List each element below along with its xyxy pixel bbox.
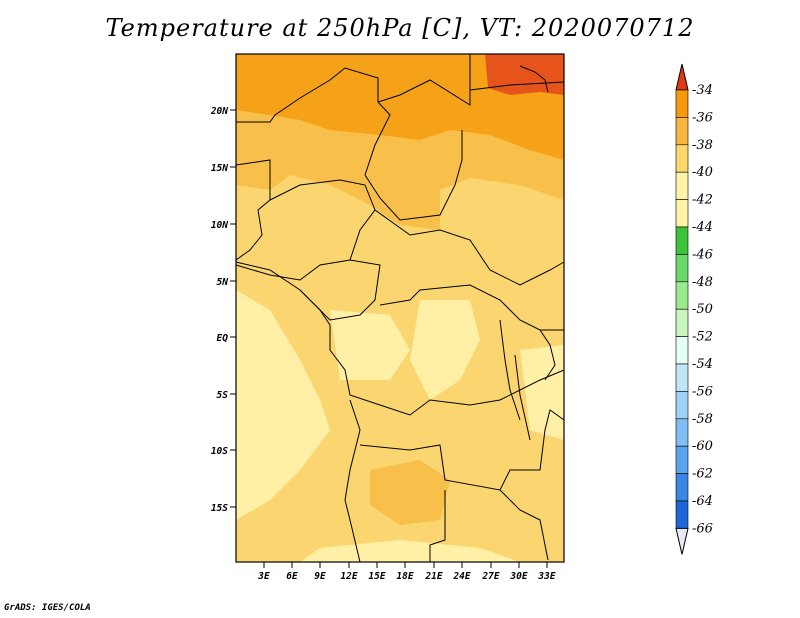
field-band-36 [236, 54, 564, 160]
lon-label: 9E [314, 571, 326, 582]
colorbar-segment [675, 336, 689, 365]
colorbar-label: -38 [692, 138, 713, 153]
map-panel: 20N 15N 10N 5N EQ 5S 10S 15S 3E 6E 9E 12… [210, 53, 565, 582]
lat-label: 5N [217, 277, 229, 288]
field-band-42-west [236, 290, 330, 520]
colorbar-segment [675, 226, 689, 255]
lat-label: 15S [211, 503, 228, 514]
colorbar-segment [675, 254, 689, 283]
colorbar-segment [675, 500, 689, 529]
grads-credit: GrADS: IGES/COLA [4, 603, 91, 613]
lon-label: 12E [340, 571, 357, 582]
colorbar-label: -46 [692, 247, 713, 262]
colorbar-label: -62 [692, 467, 713, 482]
lon-labels: 3E 6E 9E 12E 15E 18E 21E 24E 27E 30E 33E [257, 571, 556, 582]
lon-label: 30E [509, 571, 527, 582]
lat-label: 10N [211, 220, 228, 231]
colorbar-label: -64 [692, 494, 713, 509]
colorbar-segment [675, 418, 689, 447]
field-band-34 [485, 54, 564, 95]
lat-labels: 20N 15N 10N 5N EQ 5S 10S 15S [210, 106, 228, 514]
lat-label: EQ [217, 333, 229, 344]
colorbar-label: -56 [692, 384, 713, 399]
colorbar-segment [675, 199, 689, 228]
field-band-42-east [410, 300, 480, 400]
colorbar-label: -54 [692, 357, 713, 372]
colorbar-top-arrow [675, 63, 689, 91]
colorbar: -34 -36 -38 -40 -42 -44 -46 -48 -50 -52 -54 -56 -58 -… [675, 63, 713, 555]
colorbar-label: -48 [692, 275, 713, 290]
colorbar-segment [675, 363, 689, 392]
lon-label: 21E [424, 571, 442, 582]
colorbar-label: -52 [692, 330, 713, 345]
map-frame [235, 53, 565, 563]
colorbar-label: -42 [692, 193, 713, 208]
colorbar-label: -40 [692, 165, 713, 180]
colorbar-label: -34 [692, 83, 713, 98]
lat-ticks [230, 109, 236, 508]
colorbar-segment [675, 473, 689, 502]
colorbar-segment [675, 89, 689, 118]
colorbar-segment [675, 445, 689, 474]
colorbar-segment [675, 391, 689, 420]
colorbar-segment [675, 171, 689, 200]
colorbar-segment [675, 117, 689, 146]
colorbar-label: -58 [692, 412, 713, 427]
colorbar-segment [675, 144, 689, 173]
lon-label: 24E [452, 571, 470, 582]
field-band-42-center [330, 310, 410, 380]
lat-label: 20N [210, 106, 228, 117]
lat-label: 10S [211, 446, 228, 457]
colorbar-label: -60 [692, 439, 713, 454]
colorbar-segment [675, 281, 689, 310]
colorbar-bottom-arrow [675, 527, 689, 555]
boundaries [235, 54, 565, 563]
lon-label: 18E [396, 571, 413, 582]
colorbar-label: -44 [692, 220, 713, 235]
lon-label: 15E [368, 571, 385, 582]
colorbar-label: -36 [692, 110, 713, 125]
colorbar-label: -66 [692, 521, 713, 536]
colorbar-label: -50 [692, 302, 713, 317]
lon-label: 3E [257, 571, 270, 582]
lon-ticks [263, 562, 548, 568]
chart-title: Temperature at 250hPa [C], VT: 202007071… [105, 14, 695, 42]
lon-label: 6E [286, 571, 298, 582]
field-band-42-south [300, 540, 520, 562]
colorbar-segment [675, 308, 689, 337]
lon-label: 27E [481, 571, 499, 582]
field-band-38-south [370, 460, 450, 525]
lat-label: 5S [217, 390, 229, 401]
lon-label: 33E [537, 571, 555, 582]
lat-label: 15N [211, 163, 228, 174]
